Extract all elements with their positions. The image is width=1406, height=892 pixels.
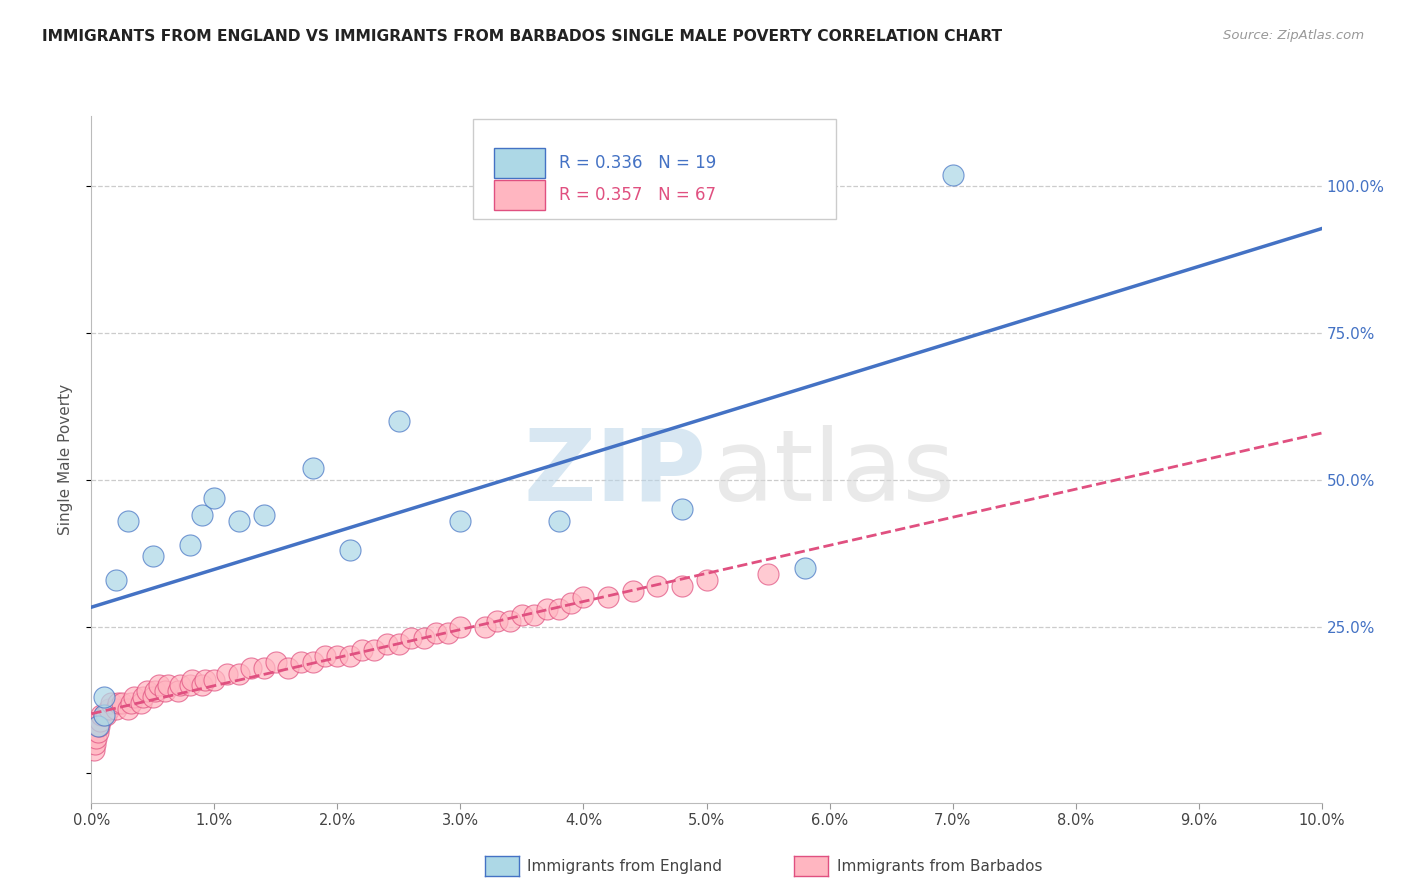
Point (449, 620, 471, 634)
Point (228, 514, 250, 528)
Point (93, 690, 115, 705)
Point (547, 602, 569, 616)
Point (696, 573, 718, 587)
FancyBboxPatch shape (472, 120, 835, 219)
Point (350, 643, 373, 657)
Point (547, 514, 569, 528)
Point (671, 502, 693, 516)
Point (399, 632, 422, 646)
Point (202, 673, 225, 687)
Point (179, 678, 201, 692)
Point (314, 648, 336, 663)
Point (326, 648, 349, 663)
Text: Immigrants from Barbados: Immigrants from Barbados (837, 859, 1042, 873)
Point (87, 719, 110, 733)
Point (142, 549, 165, 564)
Point (264, 655, 287, 669)
Point (671, 578, 693, 592)
Point (93, 707, 115, 722)
Y-axis label: Single Male Poverty: Single Male Poverty (58, 384, 73, 535)
Point (84, 737, 107, 751)
Point (388, 414, 411, 428)
Point (301, 655, 323, 669)
Text: Immigrants from England: Immigrants from England (527, 859, 723, 873)
Text: R = 0.357   N = 67: R = 0.357 N = 67 (558, 186, 716, 204)
Point (510, 607, 533, 622)
Point (301, 461, 323, 475)
Point (191, 678, 214, 692)
Point (135, 684, 157, 698)
Point (166, 684, 188, 698)
Point (179, 537, 201, 551)
Point (388, 637, 411, 651)
Point (132, 690, 155, 705)
Point (191, 508, 214, 523)
Point (142, 690, 165, 705)
Point (253, 661, 276, 675)
Point (145, 684, 166, 698)
Point (560, 596, 582, 610)
Point (100, 696, 122, 710)
Point (572, 591, 595, 605)
Point (645, 578, 668, 592)
Point (96, 707, 117, 722)
Point (375, 637, 398, 651)
Text: atlas: atlas (713, 425, 955, 522)
Point (83, 743, 105, 757)
Point (474, 620, 496, 634)
Point (756, 566, 779, 581)
Point (117, 514, 139, 528)
Point (793, 561, 815, 575)
Point (228, 666, 250, 681)
Point (523, 607, 546, 622)
Point (93, 707, 115, 722)
Point (363, 643, 385, 657)
Text: R = 0.336   N = 19: R = 0.336 N = 19 (558, 153, 716, 171)
Point (412, 632, 434, 646)
Point (425, 625, 447, 640)
Point (536, 602, 558, 616)
Point (124, 690, 146, 705)
Point (596, 591, 619, 605)
Point (437, 625, 460, 640)
Point (193, 673, 217, 687)
Point (240, 661, 263, 675)
Point (498, 614, 520, 628)
Point (86, 719, 108, 733)
Point (148, 678, 170, 692)
Point (290, 655, 312, 669)
Point (449, 514, 471, 528)
Point (486, 614, 509, 628)
Point (253, 508, 276, 523)
Point (169, 678, 191, 692)
Point (339, 543, 361, 558)
Point (339, 648, 361, 663)
Point (86, 731, 108, 746)
Point (129, 696, 152, 710)
Point (105, 573, 127, 587)
Point (117, 702, 139, 716)
Point (215, 666, 238, 681)
Text: Source: ZipAtlas.com: Source: ZipAtlas.com (1223, 29, 1364, 42)
Text: ZIP: ZIP (523, 425, 706, 522)
Point (156, 678, 179, 692)
Point (181, 673, 204, 687)
Point (153, 684, 177, 698)
Point (120, 696, 142, 710)
Point (105, 702, 127, 716)
Point (86, 725, 108, 739)
Point (111, 696, 134, 710)
Point (202, 491, 225, 505)
Text: IMMIGRANTS FROM ENGLAND VS IMMIGRANTS FROM BARBADOS SINGLE MALE POVERTY CORRELAT: IMMIGRANTS FROM ENGLAND VS IMMIGRANTS FR… (42, 29, 1002, 44)
Point (621, 584, 644, 599)
Point (90, 707, 112, 722)
Point (942, 168, 965, 182)
Bar (494, 180, 546, 211)
Bar (494, 147, 546, 178)
Point (277, 661, 299, 675)
Point (107, 696, 129, 710)
Point (97, 702, 120, 716)
Point (89, 714, 111, 728)
